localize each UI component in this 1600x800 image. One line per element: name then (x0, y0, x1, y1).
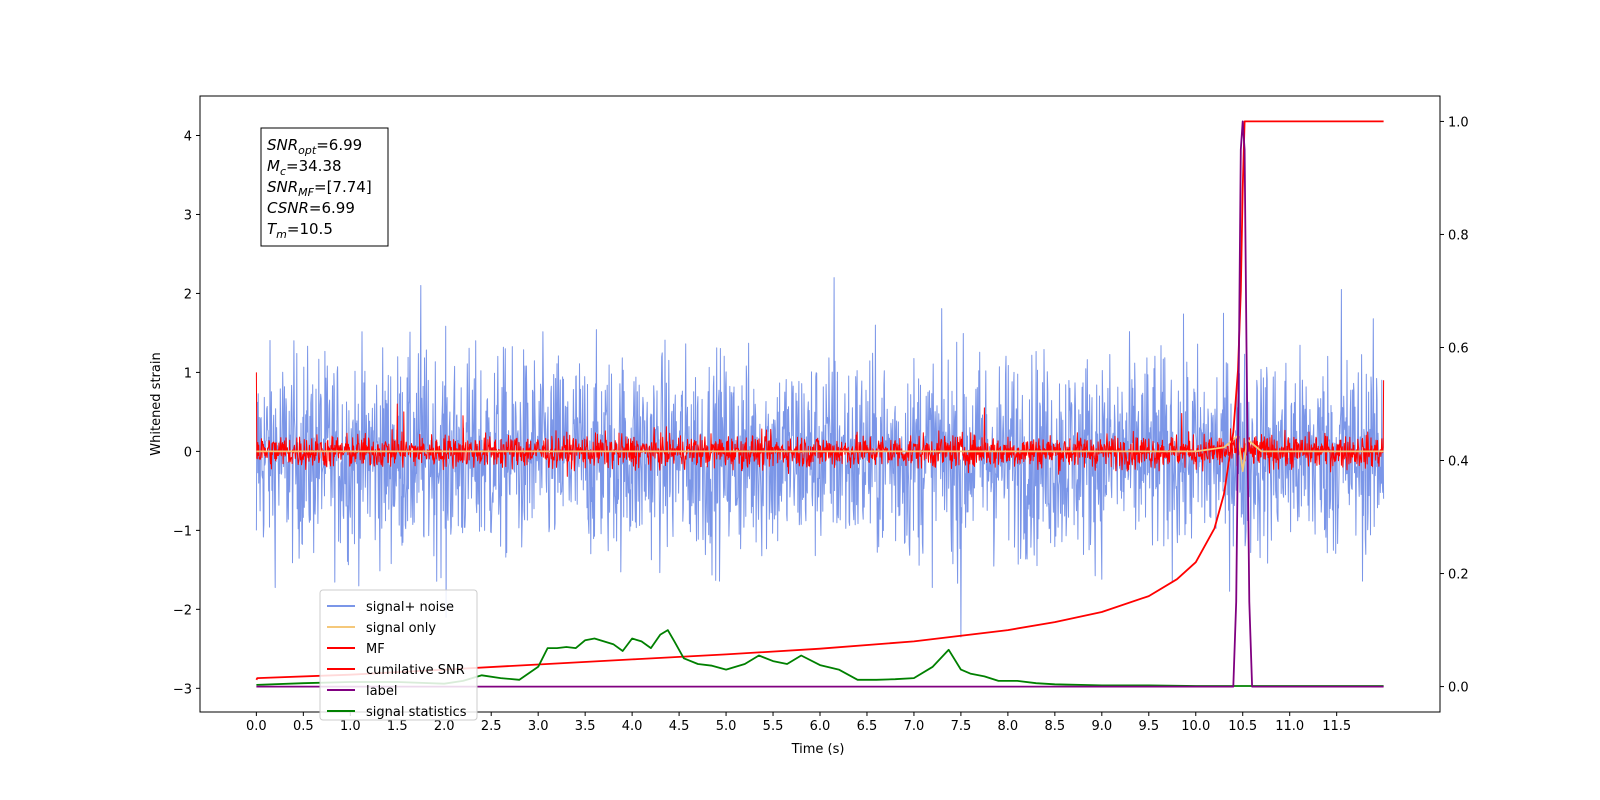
x-tick-label: 10.5 (1228, 719, 1257, 734)
annotation-line: CSNR=6.99 (267, 199, 355, 217)
y-tick-label: 4 (184, 129, 192, 144)
legend: signal+ noise signal only MF cumilative SNR… (319, 589, 478, 721)
series-signal-statistics-line (256, 629, 1384, 687)
y2-tick-label: 0.0 (1448, 681, 1469, 696)
legend-label: cumilative SNR (366, 663, 465, 678)
series-label-line (256, 120, 1384, 688)
legend-label: label (366, 684, 397, 699)
annotation-line: SNRMF=[7.74] (267, 178, 372, 199)
x-tick-label: 10.0 (1181, 719, 1210, 734)
series-signal-only-line (256, 434, 1384, 472)
x-tick-label: 8.5 (1045, 719, 1066, 734)
y2-tick-label: 0.4 (1448, 455, 1469, 470)
legend-frame (319, 589, 478, 721)
x-tick-label: 6.5 (857, 719, 878, 734)
x-tick-label: 4.5 (669, 719, 690, 734)
y2-tick-label: 0.8 (1448, 228, 1469, 243)
x-tick-label: 1.5 (387, 719, 408, 734)
y-axis-left: −3 −2 −1 0 1 2 3 4 (173, 129, 200, 697)
x-tick-label: 5.0 (716, 719, 737, 734)
x-tick-label: 11.0 (1275, 719, 1304, 734)
annotation-line: Mc=34.38 (267, 157, 342, 178)
y-axis-label: Whitened strain (149, 352, 164, 455)
y-tick-label: −3 (173, 682, 192, 697)
annotation-frame (260, 127, 389, 247)
y-tick-label: −1 (173, 524, 192, 539)
x-tick-label: 2.5 (481, 719, 502, 734)
x-axis-label: Time (s) (791, 742, 845, 757)
y-tick-label: 1 (184, 366, 192, 381)
x-tick-label: 3.0 (528, 719, 549, 734)
y-tick-label: 2 (184, 287, 192, 302)
y-tick-label: −2 (173, 603, 192, 618)
series-mf-line (255, 372, 1385, 477)
y2-tick-label: 1.0 (1448, 115, 1469, 130)
y2-tick-label: 0.2 (1448, 568, 1469, 583)
legend-label: signal+ noise (366, 600, 454, 615)
x-axis: 0.0 0.5 1.0 1.5 2.0 2.5 3.0 3.5 4.0 4.5 5.0 5.5 6.0 6… (246, 712, 1351, 734)
x-tick-label: 6.0 (810, 719, 831, 734)
x-tick-label: 1.0 (340, 719, 361, 734)
x-tick-label: 0.0 (246, 719, 267, 734)
x-tick-label: 4.0 (622, 719, 643, 734)
legend-label: MF (366, 642, 385, 657)
y-tick-label: 3 (184, 208, 192, 223)
x-tick-label: 8.0 (998, 719, 1019, 734)
annotation-line: Tm=10.5 (267, 220, 333, 241)
y2-tick-label: 0.6 (1448, 341, 1469, 356)
legend-label: signal statistics (366, 705, 467, 720)
x-tick-label: 11.5 (1322, 719, 1351, 734)
x-tick-label: 7.5 (951, 719, 972, 734)
x-tick-label: 9.0 (1091, 719, 1112, 734)
annotation-box: SNRopt=6.99Mc=34.38SNRMF=[7.74]CSNR=6.99… (260, 127, 389, 247)
x-tick-label: 0.5 (293, 719, 314, 734)
x-tick-label: 9.5 (1138, 719, 1159, 734)
x-tick-label: 2.0 (434, 719, 455, 734)
y-axis-right: 0.0 0.2 0.4 0.6 0.8 1.0 (1440, 115, 1469, 696)
x-tick-label: 7.0 (904, 719, 925, 734)
x-tick-label: 5.5 (763, 719, 784, 734)
x-tick-label: 3.5 (575, 719, 596, 734)
y-tick-label: 0 (184, 445, 192, 460)
plot-series (255, 120, 1385, 688)
annotation-line: SNRopt=6.99 (267, 136, 362, 157)
legend-label: signal only (366, 621, 436, 636)
